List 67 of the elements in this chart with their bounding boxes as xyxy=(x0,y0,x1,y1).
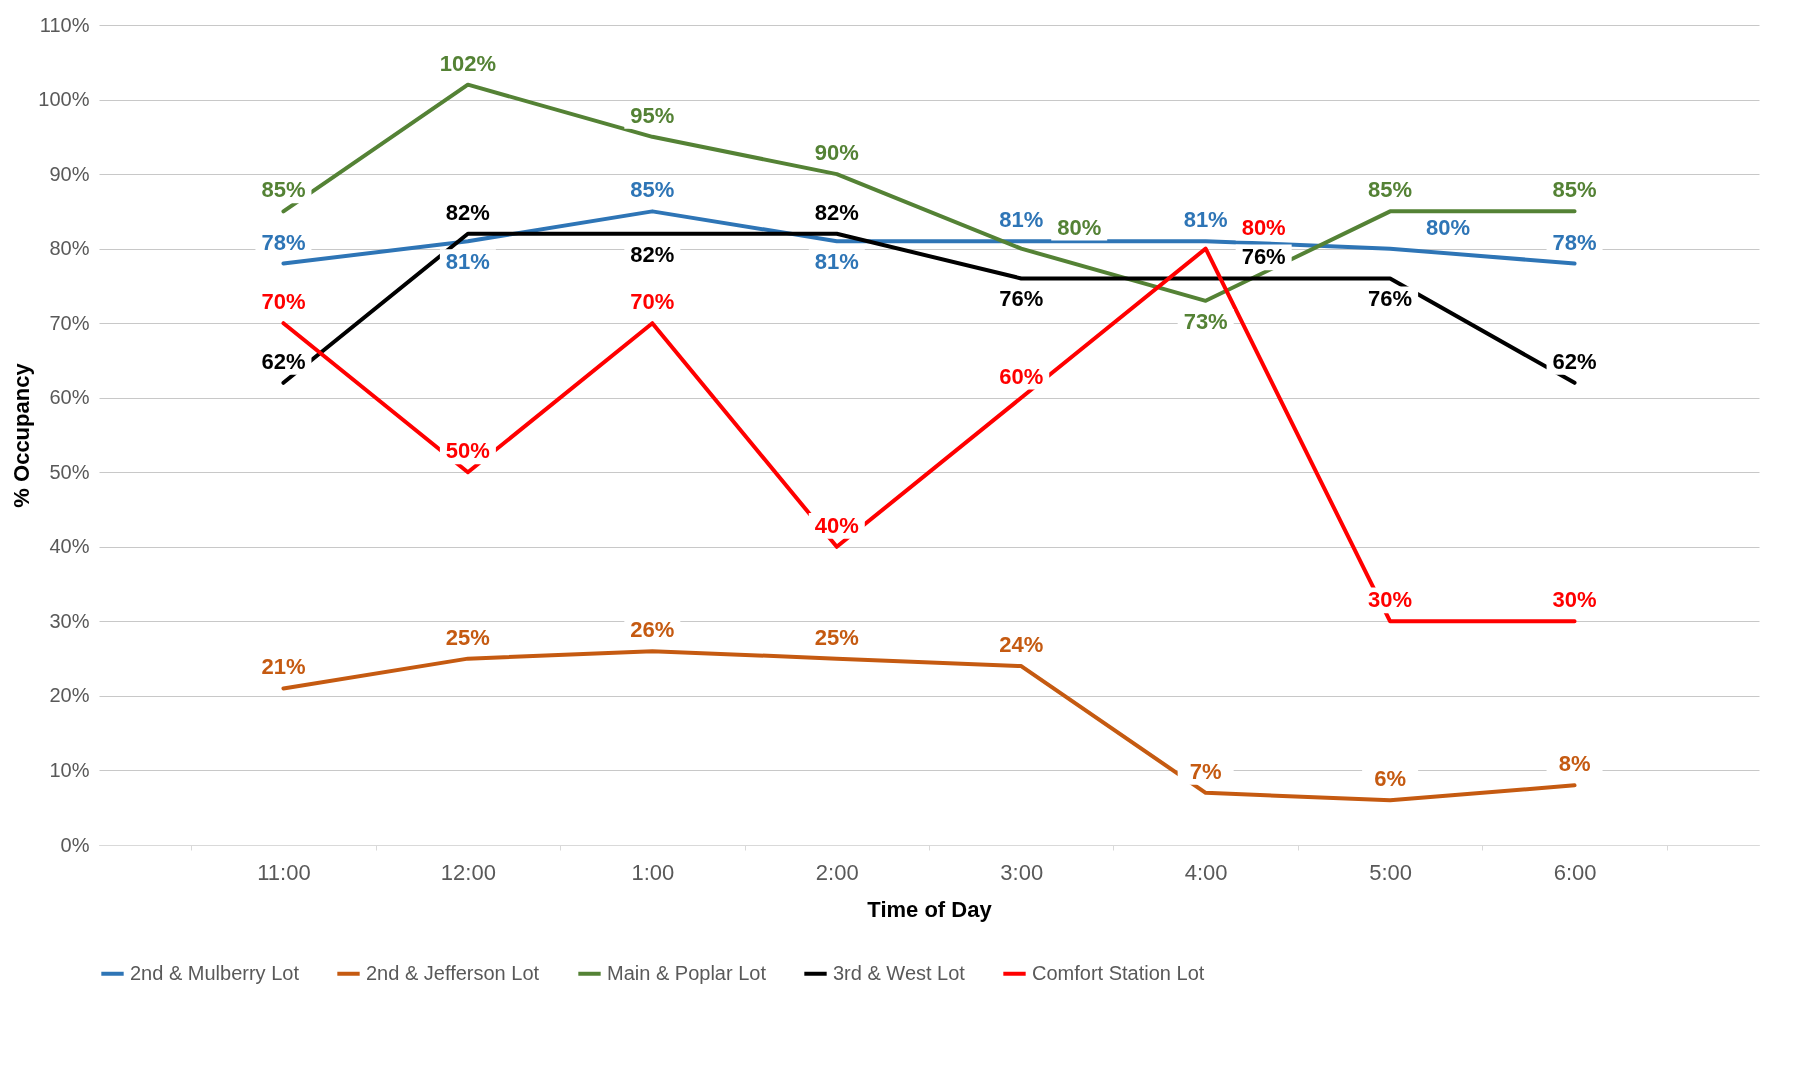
x-tick-label: 6:00 xyxy=(1553,859,1597,885)
data-label: 76% xyxy=(1368,286,1413,312)
data-label: 30% xyxy=(1368,587,1413,613)
data-label: 25% xyxy=(445,624,490,650)
data-label: 81% xyxy=(445,249,490,275)
data-label: 62% xyxy=(261,348,306,374)
data-label: 40% xyxy=(814,512,859,538)
data-label: 78% xyxy=(1552,229,1597,255)
x-tick-label: 1:00 xyxy=(631,859,675,885)
data-label: 82% xyxy=(814,199,859,225)
data-label: 78% xyxy=(261,229,306,255)
y-tick-label: 30% xyxy=(49,609,90,632)
data-label: 81% xyxy=(999,207,1044,233)
data-label: 60% xyxy=(999,363,1044,389)
y-tick-label: 40% xyxy=(49,535,90,558)
legend-label: Main & Poplar Lot xyxy=(607,961,767,984)
data-label: 73% xyxy=(1183,308,1228,334)
data-label: 90% xyxy=(814,140,859,166)
y-tick-label: 100% xyxy=(38,88,90,111)
data-label: 25% xyxy=(814,624,859,650)
data-label: 102% xyxy=(439,50,497,76)
y-tick-label: 10% xyxy=(49,758,90,781)
data-label: 70% xyxy=(261,289,306,315)
data-label: 85% xyxy=(261,177,306,203)
data-label: 76% xyxy=(1241,244,1286,270)
y-tick-label: 80% xyxy=(49,237,90,260)
data-label: 24% xyxy=(999,632,1044,658)
x-axis-title: Time of Day xyxy=(867,896,993,922)
x-tick-label: 12:00 xyxy=(440,859,496,885)
x-tick-label: 3:00 xyxy=(1000,859,1044,885)
legend-label: 2nd & Mulberry Lot xyxy=(130,961,300,984)
y-tick-label: 60% xyxy=(49,386,90,409)
y-tick-label: 110% xyxy=(39,13,90,36)
data-label: 95% xyxy=(630,102,675,128)
data-label: 81% xyxy=(814,249,859,275)
y-tick-label: 20% xyxy=(49,684,90,707)
data-label: 81% xyxy=(1183,207,1228,233)
data-label: 85% xyxy=(1552,177,1597,203)
legend-label: 2nd & Jefferson Lot xyxy=(366,961,540,984)
data-label: 70% xyxy=(630,289,675,315)
x-tick-label: 11:00 xyxy=(257,859,311,885)
data-label: 50% xyxy=(445,438,490,464)
data-label: 80% xyxy=(1057,214,1102,240)
y-tick-label: 90% xyxy=(49,162,90,185)
data-label: 8% xyxy=(1558,751,1591,777)
legend-label: Comfort Station Lot xyxy=(1032,961,1205,984)
data-label: 7% xyxy=(1189,758,1222,784)
data-label: 85% xyxy=(630,177,675,203)
data-label: 82% xyxy=(630,241,675,267)
y-tick-label: 70% xyxy=(49,311,90,334)
data-label: 26% xyxy=(630,617,675,643)
data-label: 21% xyxy=(261,654,306,680)
data-label: 80% xyxy=(1426,214,1471,240)
data-label: 30% xyxy=(1552,587,1597,613)
y-tick-label: 0% xyxy=(60,833,90,856)
x-tick-label: 2:00 xyxy=(815,859,859,885)
data-label: 85% xyxy=(1368,177,1413,203)
x-tick-label: 4:00 xyxy=(1184,859,1228,885)
data-label: 6% xyxy=(1374,766,1407,792)
x-tick-label: 5:00 xyxy=(1369,859,1413,885)
data-label: 62% xyxy=(1552,348,1597,374)
data-label: 82% xyxy=(445,199,490,225)
y-tick-label: 50% xyxy=(49,460,90,483)
data-label: 80% xyxy=(1241,214,1286,240)
legend-label: 3rd & West Lot xyxy=(833,961,966,984)
y-axis-title: % Occupancy xyxy=(9,362,35,508)
data-label: 76% xyxy=(999,286,1044,312)
